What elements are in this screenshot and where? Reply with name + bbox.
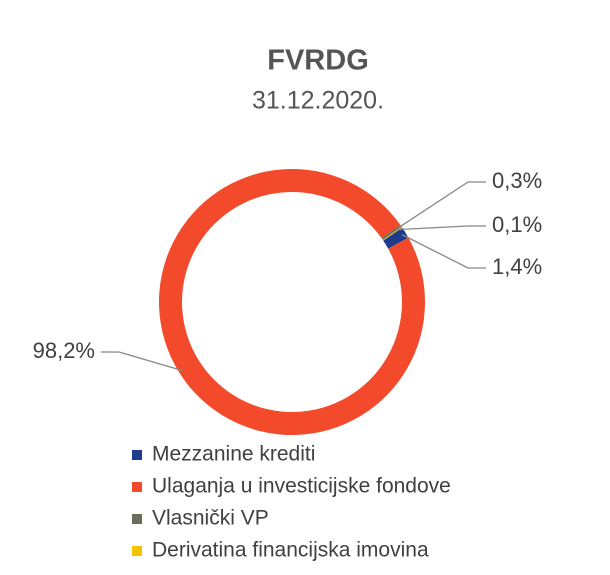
donut-slice <box>381 224 402 240</box>
leader-line <box>398 225 486 231</box>
legend-marker <box>132 482 142 492</box>
legend-marker <box>132 450 142 460</box>
data-label: 98,2% <box>33 338 95 363</box>
leader-line <box>401 234 486 269</box>
data-label: 0,1% <box>492 212 542 237</box>
legend-label: Vlasnički VP <box>152 507 269 530</box>
leader-line <box>397 181 486 229</box>
leader-line <box>101 351 184 372</box>
legend-label: Derivatina financijska imovina <box>152 539 429 562</box>
legend-label: Ulaganja u investicijske fondove <box>152 475 451 498</box>
chart-subtitle: 31.12.2020. <box>252 87 384 115</box>
data-label: 0,3% <box>492 168 542 193</box>
chart-title: FVRDG <box>267 45 369 77</box>
legend-marker <box>132 514 142 524</box>
legend-label: Mezzanine krediti <box>152 443 315 466</box>
legend-marker <box>132 546 142 556</box>
donut-slice <box>383 227 409 249</box>
donut-slice <box>382 226 403 241</box>
data-label: 1,4% <box>492 254 542 279</box>
